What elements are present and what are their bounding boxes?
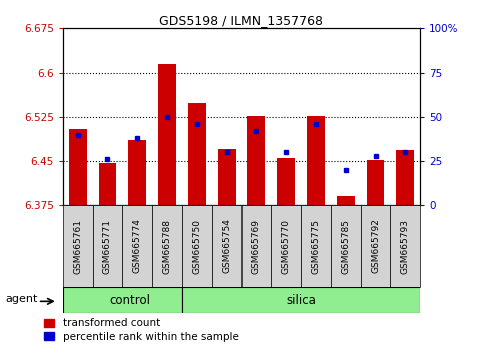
Text: GSM665770: GSM665770: [282, 218, 291, 274]
Title: GDS5198 / ILMN_1357768: GDS5198 / ILMN_1357768: [159, 14, 324, 27]
Bar: [367, 160, 384, 205]
Text: GSM665754: GSM665754: [222, 218, 231, 274]
Text: GSM665788: GSM665788: [163, 218, 171, 274]
Bar: [242, 205, 271, 287]
Text: agent: agent: [5, 294, 37, 304]
Bar: [212, 205, 242, 287]
Bar: [331, 205, 361, 287]
Text: GSM665785: GSM665785: [341, 218, 350, 274]
Bar: [158, 64, 176, 205]
Bar: [307, 116, 325, 205]
Text: GSM665771: GSM665771: [103, 218, 112, 274]
Bar: [188, 103, 206, 205]
Bar: [128, 141, 146, 205]
Bar: [182, 287, 420, 313]
Bar: [271, 205, 301, 287]
Bar: [390, 205, 420, 287]
Text: control: control: [109, 293, 150, 307]
Bar: [337, 196, 355, 205]
Bar: [247, 116, 265, 205]
Bar: [361, 205, 390, 287]
Text: GSM665775: GSM665775: [312, 218, 320, 274]
Bar: [301, 205, 331, 287]
Text: GSM665750: GSM665750: [192, 218, 201, 274]
Bar: [397, 150, 414, 205]
Bar: [63, 205, 93, 287]
Text: GSM665793: GSM665793: [401, 218, 410, 274]
Legend: transformed count, percentile rank within the sample: transformed count, percentile rank withi…: [44, 319, 239, 342]
Text: GSM665774: GSM665774: [133, 218, 142, 274]
Bar: [122, 205, 152, 287]
Bar: [152, 205, 182, 287]
Bar: [69, 129, 86, 205]
Text: GSM665792: GSM665792: [371, 218, 380, 274]
Text: GSM665769: GSM665769: [252, 218, 261, 274]
Bar: [99, 163, 116, 205]
Text: silica: silica: [286, 293, 316, 307]
Text: GSM665761: GSM665761: [73, 218, 82, 274]
Bar: [93, 205, 122, 287]
Bar: [182, 205, 212, 287]
Bar: [218, 149, 236, 205]
Bar: [277, 158, 295, 205]
Bar: [63, 287, 182, 313]
